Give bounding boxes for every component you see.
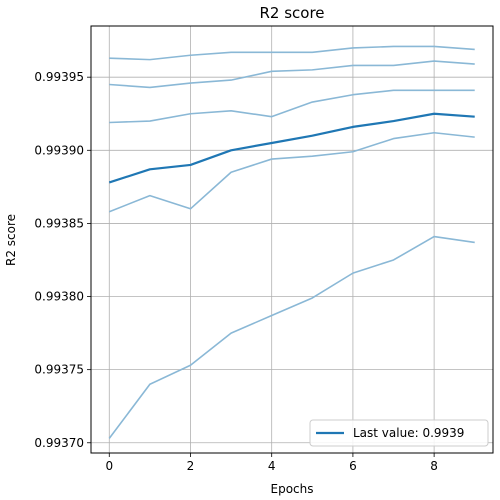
legend-box <box>309 419 489 447</box>
x-tick-label: 2 <box>187 459 195 473</box>
x-tick-label: 6 <box>349 459 357 473</box>
x-tick-label: 4 <box>268 459 276 473</box>
y-axis-label: R2 score <box>4 214 18 266</box>
x-axis-ticks: 0 2 4 6 8 <box>105 453 438 473</box>
x-tick-label: 8 <box>430 459 438 473</box>
legend-label: Last value: 0.9939 <box>353 426 464 440</box>
legend: Last value: 0.9939 <box>309 419 489 447</box>
x-tick-label: 0 <box>105 459 113 473</box>
chart-title: R2 score <box>259 4 324 22</box>
y-tick-label: 0.99375 <box>34 363 84 377</box>
series-layer <box>108 45 475 439</box>
y-tick-label: 0.99390 <box>34 143 84 157</box>
series-line-5 <box>108 235 475 439</box>
series-line-4 <box>108 131 475 213</box>
y-tick-label: 0.99380 <box>34 290 84 304</box>
series-line-2 <box>109 60 475 89</box>
grid-lines <box>91 26 493 453</box>
series-line-main <box>108 112 475 184</box>
x-axis-label: Epochs <box>271 482 314 496</box>
y-axis-ticks: 0.99370 0.99375 0.99380 0.99385 0.99390 0.993… <box>34 70 91 450</box>
plot-frame <box>90 25 494 454</box>
series-line-3 <box>109 89 475 124</box>
series-line-1 <box>109 45 475 61</box>
y-tick-label: 0.99385 <box>34 216 84 230</box>
y-tick-label: 0.99370 <box>34 436 84 450</box>
y-tick-label: 0.99395 <box>34 70 84 84</box>
